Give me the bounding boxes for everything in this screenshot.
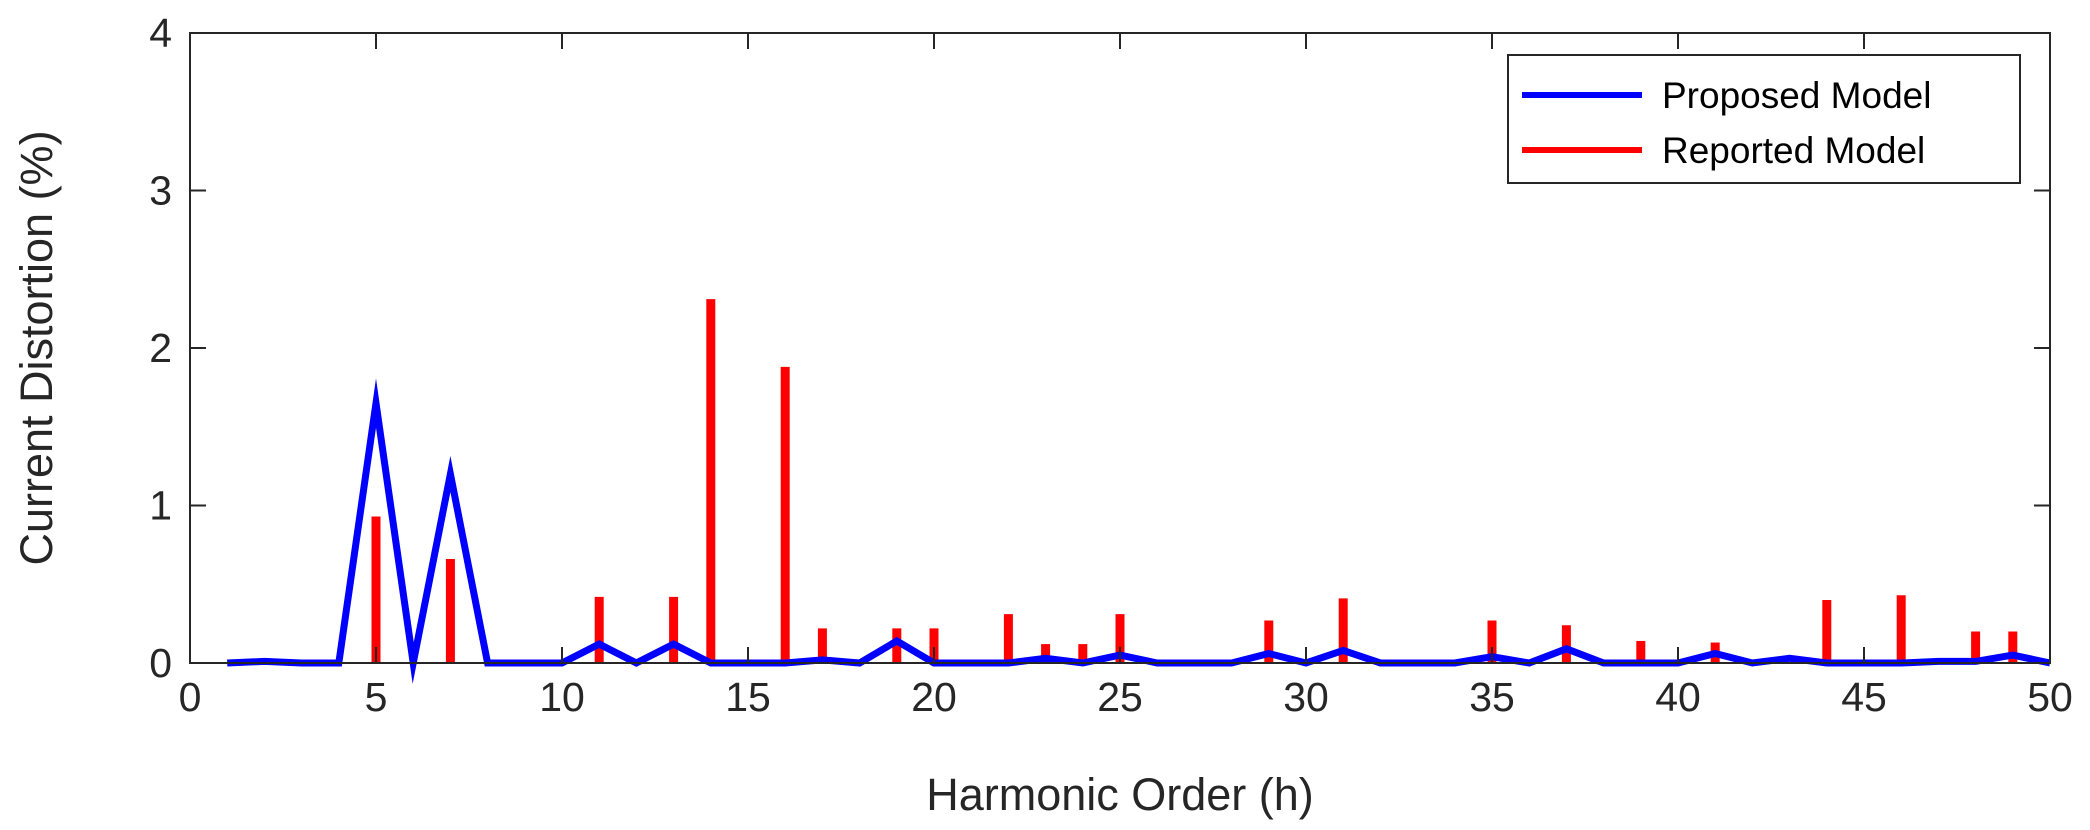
x-tick-label: 5 <box>365 674 388 720</box>
x-tick-label: 15 <box>725 674 771 720</box>
x-tick-label: 25 <box>1097 674 1143 720</box>
x-tick-label: 20 <box>911 674 957 720</box>
y-axis-label: Current Distortion (%) <box>11 130 62 565</box>
x-tick-label: 50 <box>2027 674 2073 720</box>
x-tick-label: 10 <box>539 674 585 720</box>
x-axis-label: Harmonic Order (h) <box>926 769 1314 820</box>
reported-model-stems <box>371 299 2018 663</box>
legend-label-reported-model: Reported Model <box>1662 130 1925 171</box>
y-tick-label: 2 <box>149 325 172 371</box>
x-tick-label: 40 <box>1655 674 1701 720</box>
proposed-model-line-group <box>227 378 2051 684</box>
x-tick-label: 45 <box>1841 674 1887 720</box>
x-tick-label: 30 <box>1283 674 1329 720</box>
y-tick-label: 4 <box>149 10 172 56</box>
x-tick-label: 35 <box>1469 674 1515 720</box>
axis-ticks: 0 5 10 15 20 25 30 35 40 45 50 0 1 2 3 4 <box>149 10 2073 720</box>
legend: Proposed Model Reported Model <box>1507 54 2021 184</box>
legend-box <box>1507 54 2021 184</box>
y-tick-label: 0 <box>149 640 172 686</box>
x-tick-label: 0 <box>179 674 202 720</box>
proposed-model-line <box>227 378 2051 684</box>
y-tick-label: 3 <box>149 168 172 214</box>
legend-label-proposed-model: Proposed Model <box>1662 75 1931 116</box>
y-tick-label: 1 <box>149 483 172 529</box>
